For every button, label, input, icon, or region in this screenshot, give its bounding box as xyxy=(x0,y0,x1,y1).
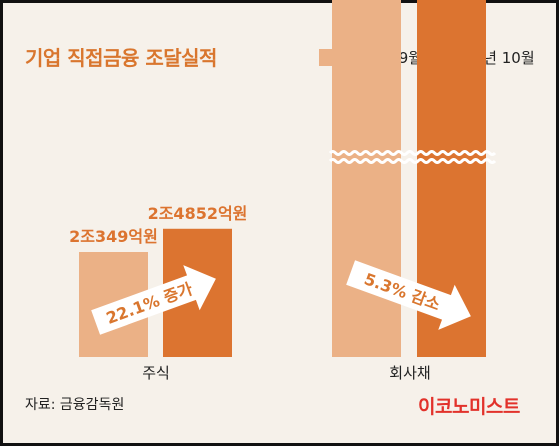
chart-title: 기업 직접금융 조달실적 xyxy=(25,46,217,70)
data-label-stock-sep: 2조349억원 xyxy=(69,227,158,246)
bar-bond-sep xyxy=(332,0,401,357)
decrease-arrow-shape xyxy=(346,260,471,330)
increase-arrow-shape xyxy=(91,265,216,335)
data-label-stock-oct: 2조4852억원 xyxy=(148,204,248,223)
axis-break-line-lower xyxy=(328,158,497,164)
category-label-stock: 주식 xyxy=(142,364,170,382)
axis-break-line-upper xyxy=(328,150,497,156)
publisher-logo: 이코노미스트 xyxy=(418,396,520,418)
source-note: 자료: 금융감독원 xyxy=(25,397,125,413)
category-label-bond: 회사채 xyxy=(389,364,430,382)
